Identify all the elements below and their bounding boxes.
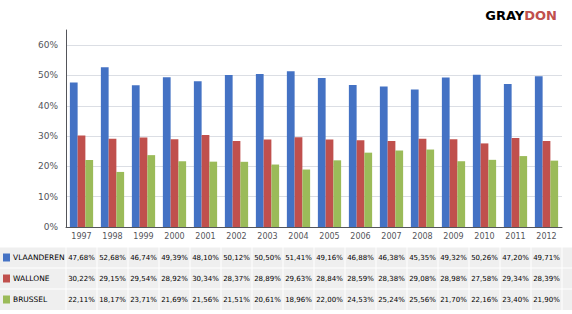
svg-text:25,24%: 25,24% — [378, 296, 405, 304]
svg-text:2002: 2002 — [226, 232, 246, 241]
svg-text:2001: 2001 — [195, 232, 215, 241]
svg-text:27,58%: 27,58% — [471, 275, 498, 283]
svg-text:2010: 2010 — [474, 232, 494, 241]
svg-text:49,71%: 49,71% — [533, 254, 560, 262]
svg-text:50,50%: 50,50% — [254, 254, 281, 262]
svg-text:28,92%: 28,92% — [161, 275, 188, 283]
svg-text:2000: 2000 — [164, 232, 184, 241]
svg-text:1998: 1998 — [102, 232, 122, 241]
svg-text:1997: 1997 — [71, 232, 91, 241]
svg-text:GRAY: GRAY — [485, 8, 524, 23]
svg-text:1999: 1999 — [133, 232, 153, 241]
svg-text:46,74%: 46,74% — [130, 254, 157, 262]
svg-text:24,53%: 24,53% — [347, 296, 374, 304]
svg-text:30,34%: 30,34% — [192, 275, 219, 283]
svg-text:WALLONE: WALLONE — [13, 274, 50, 283]
svg-text:29,15%: 29,15% — [99, 275, 126, 283]
svg-text:VLAANDEREN: VLAANDEREN — [13, 253, 65, 262]
svg-text:49,39%: 49,39% — [161, 254, 188, 262]
svg-text:51,41%: 51,41% — [285, 254, 312, 262]
svg-text:21,90%: 21,90% — [533, 296, 560, 304]
svg-text:21,69%: 21,69% — [161, 296, 188, 304]
svg-text:28,59%: 28,59% — [347, 275, 374, 283]
svg-text:18,17%: 18,17% — [99, 296, 126, 304]
svg-text:23,40%: 23,40% — [502, 296, 529, 304]
svg-text:2012: 2012 — [536, 232, 556, 241]
svg-text:10%: 10% — [38, 192, 58, 202]
svg-text:2006: 2006 — [350, 232, 370, 241]
svg-text:20,61%: 20,61% — [254, 296, 281, 304]
svg-text:25,56%: 25,56% — [409, 296, 436, 304]
svg-text:29,54%: 29,54% — [130, 275, 157, 283]
svg-text:21,51%: 21,51% — [223, 296, 250, 304]
svg-text:21,70%: 21,70% — [440, 296, 467, 304]
svg-text:22,16%: 22,16% — [471, 296, 498, 304]
svg-text:2011: 2011 — [505, 232, 525, 241]
svg-text:28,89%: 28,89% — [254, 275, 281, 283]
svg-text:60%: 60% — [38, 40, 58, 50]
svg-text:46,38%: 46,38% — [378, 254, 405, 262]
svg-text:28,37%: 28,37% — [223, 275, 250, 283]
svg-text:28,39%: 28,39% — [533, 275, 560, 283]
svg-text:2009: 2009 — [443, 232, 463, 241]
svg-text:30%: 30% — [38, 131, 58, 141]
svg-text:DON: DON — [524, 8, 557, 23]
svg-text:30,22%: 30,22% — [68, 275, 95, 283]
svg-text:2003: 2003 — [257, 232, 277, 241]
svg-text:29,34%: 29,34% — [502, 275, 529, 283]
svg-text:28,84%: 28,84% — [316, 275, 343, 283]
svg-text:18,96%: 18,96% — [285, 296, 312, 304]
svg-text:29,63%: 29,63% — [285, 275, 312, 283]
svg-text:2008: 2008 — [412, 232, 432, 241]
svg-text:49,32%: 49,32% — [440, 254, 467, 262]
svg-text:29,08%: 29,08% — [409, 275, 436, 283]
svg-text:22,00%: 22,00% — [316, 296, 343, 304]
svg-text:28,98%: 28,98% — [440, 275, 467, 283]
svg-text:22,11%: 22,11% — [68, 296, 95, 304]
svg-text:47,68%: 47,68% — [68, 254, 95, 262]
svg-text:48,10%: 48,10% — [192, 254, 219, 262]
svg-text:52,68%: 52,68% — [99, 254, 126, 262]
svg-text:0%: 0% — [44, 222, 59, 232]
svg-text:47,20%: 47,20% — [502, 254, 529, 262]
svg-text:2007: 2007 — [381, 232, 401, 241]
svg-text:2005: 2005 — [319, 232, 339, 241]
svg-text:45,35%: 45,35% — [409, 254, 436, 262]
svg-text:20%: 20% — [38, 161, 58, 171]
svg-text:2004: 2004 — [288, 232, 308, 241]
svg-text:23,71%: 23,71% — [130, 296, 157, 304]
svg-text:21,56%: 21,56% — [192, 296, 219, 304]
svg-text:40%: 40% — [38, 101, 58, 111]
svg-text:50%: 50% — [38, 70, 58, 80]
svg-text:46,88%: 46,88% — [347, 254, 374, 262]
svg-text:50,12%: 50,12% — [223, 254, 250, 262]
svg-text:BRUSSEL: BRUSSEL — [13, 295, 48, 304]
svg-text:50,26%: 50,26% — [471, 254, 498, 262]
svg-text:28,38%: 28,38% — [378, 275, 405, 283]
svg-text:49,16%: 49,16% — [316, 254, 343, 262]
